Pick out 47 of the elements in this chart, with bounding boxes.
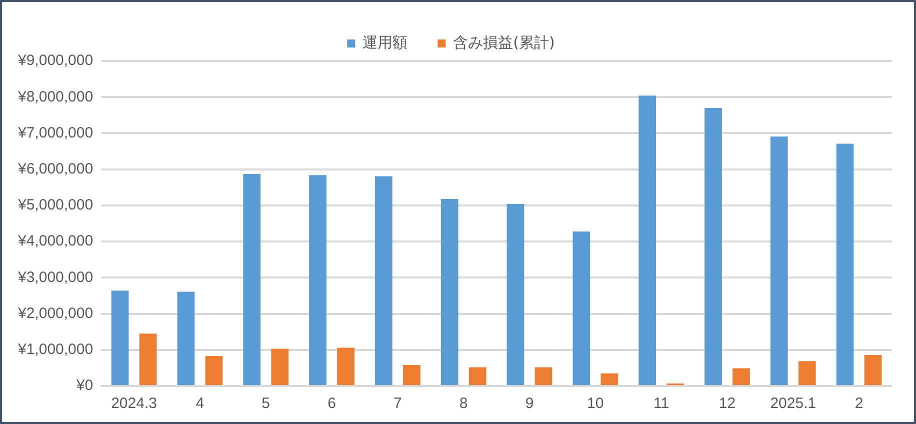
bar: [638, 96, 656, 385]
x-tick-label: 5: [262, 395, 270, 412]
y-tick-label: ¥6,000,000: [16, 160, 94, 178]
bar: [337, 348, 354, 385]
bar: [572, 231, 590, 385]
bar: [271, 348, 289, 385]
x-tick-label: 6: [328, 395, 336, 412]
bar: [111, 290, 129, 385]
bar: [600, 373, 618, 385]
y-tick-label: ¥5,000,000: [16, 196, 94, 214]
x-tick-label: 11: [654, 395, 670, 412]
x-tick-label: 10: [587, 395, 604, 412]
y-tick-label: ¥4,000,000: [16, 232, 94, 250]
bar: [506, 204, 524, 385]
y-tick-label: ¥2,000,000: [16, 304, 94, 322]
y-tick-label: ¥8,000,000: [16, 88, 94, 106]
bar: [798, 361, 816, 385]
x-tick-label: 2025.1: [770, 395, 816, 412]
bar: [205, 356, 223, 385]
bar: [770, 136, 788, 385]
legend-label: 運用額: [362, 33, 408, 52]
bar: [534, 367, 552, 385]
bar: [177, 292, 195, 385]
y-tick-label: ¥1,000,000: [16, 341, 94, 358]
bar: [468, 367, 486, 385]
bar: [704, 108, 722, 385]
bar: [309, 175, 326, 385]
bar: [864, 354, 882, 385]
bar: [732, 368, 750, 385]
x-tick-label: 12: [718, 395, 736, 412]
bar: [836, 144, 854, 385]
x-tick-label: 8: [459, 395, 468, 412]
y-tick-label: ¥9,000,000: [16, 52, 94, 70]
x-tick-label: 7: [394, 395, 402, 412]
bar: [440, 198, 458, 385]
legend-label: 含み損益(累計): [453, 33, 555, 52]
bar: [374, 176, 392, 385]
y-tick-label: ¥7,000,000: [16, 124, 94, 142]
bar: [139, 334, 157, 385]
bar: [243, 174, 261, 385]
x-tick-label: 4: [196, 395, 204, 412]
x-tick-label: 2: [854, 395, 864, 412]
y-tick-label: ¥3,000,000: [16, 268, 94, 286]
bar: [402, 365, 420, 385]
x-tick-label: 9: [525, 395, 534, 412]
y-tick-label: ¥0: [75, 377, 94, 394]
x-tick-label: 2024.3: [111, 395, 157, 412]
